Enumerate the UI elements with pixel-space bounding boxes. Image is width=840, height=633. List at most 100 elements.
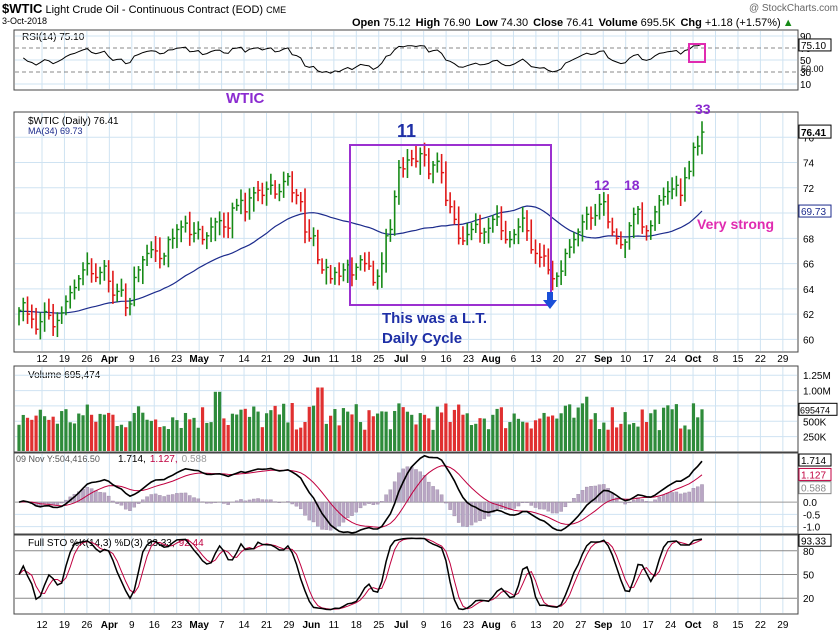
volume-bar-16 — [85, 404, 89, 451]
macd-histogram-bar-153 — [670, 492, 674, 503]
volume-bar-153 — [670, 409, 674, 451]
macd-histogram-bar-27 — [132, 501, 137, 508]
macd-histogram-bar-33 — [158, 495, 162, 503]
volume-bar-89 — [397, 403, 401, 451]
x-label-price-33: 29 — [777, 354, 789, 365]
rsi-line — [22, 43, 703, 74]
price-tick-6: 64 — [803, 285, 815, 296]
macd-histogram-bar-15 — [81, 488, 85, 503]
volume-bar-3 — [30, 419, 34, 451]
chart-header: $WTIC Light Crude Oil - Continuous Contra… — [2, 1, 838, 29]
macd-histogram-bar-121 — [533, 501, 538, 508]
x-label-price-7: May — [189, 354, 209, 365]
rsi-tick-4: 10 — [800, 80, 812, 91]
x-label-price-16: Jul — [394, 354, 409, 365]
x-label-bottom-31: 15 — [732, 620, 744, 631]
volume-bar-81 — [363, 429, 367, 451]
volume-bar-118 — [521, 421, 525, 451]
x-label-bottom-19: 23 — [463, 620, 475, 631]
sto-k-line — [18, 537, 703, 611]
macd-tick-4: -0.5 — [803, 510, 821, 521]
x-label-price-10: 21 — [261, 354, 273, 365]
volume-bar-107 — [474, 423, 478, 451]
volume-bar-91 — [405, 411, 410, 451]
macd-histogram-bar-41 — [192, 497, 196, 503]
macd-histogram-bar-132 — [580, 490, 585, 503]
macd-histogram-bar-149 — [653, 499, 657, 503]
macd-histogram-bar-21 — [106, 495, 111, 503]
macd-histogram-bar-156 — [683, 492, 687, 503]
volume-bar-31 — [149, 420, 153, 451]
volume-bar-46 — [213, 391, 217, 451]
rsi-lower-tag: 50.00 — [801, 64, 824, 74]
panel-frame-macd — [13, 452, 799, 535]
price-tick-5: 66 — [803, 260, 815, 271]
volume-bar-37 — [175, 420, 179, 451]
cycle-box — [349, 144, 552, 306]
volume-bar-28 — [136, 406, 141, 451]
macd-histogram-bar-17 — [89, 488, 94, 503]
macd-tag-1: 1.127 — [801, 470, 826, 481]
x-label-price-26: 10 — [620, 354, 632, 365]
x-label-price-18: 16 — [441, 354, 453, 365]
macd-histogram-bar-146 — [640, 499, 644, 503]
macd-histogram-bar-128 — [563, 501, 568, 508]
macd-histogram-bar-87 — [388, 489, 393, 503]
macd-histogram-bar-63 — [286, 501, 290, 503]
rsi-tick-0: 90 — [800, 32, 812, 43]
macd-histogram-bar-154 — [674, 491, 679, 503]
volume-bar-155 — [679, 428, 683, 451]
x-label-bottom-25: Sep — [594, 620, 612, 631]
macd-histogram-bar-81 — [363, 501, 367, 506]
macd-histogram-bar-25 — [123, 501, 128, 510]
volume-bar-36 — [171, 417, 175, 451]
rsi-tag: 75.10 — [801, 41, 826, 52]
x-label-price-5: 16 — [149, 354, 161, 365]
volume-bar-83 — [371, 416, 375, 451]
x-label-bottom-22: 13 — [530, 620, 542, 631]
x-label-bottom-27: 17 — [643, 620, 655, 631]
volume-bar-27 — [132, 412, 136, 451]
volume-bar-88 — [393, 410, 397, 451]
volume-bar-103 — [457, 404, 461, 451]
macd-histogram-bar-120 — [529, 501, 534, 506]
macd-histogram-bar-66 — [298, 501, 303, 510]
price-tick-4: 68 — [803, 234, 815, 245]
macd-histogram-bar-95 — [422, 474, 427, 503]
x-label-price-32: 22 — [755, 354, 767, 365]
volume-bar-19 — [98, 413, 102, 451]
x-label-price-14: 18 — [351, 354, 363, 365]
macd-panel: 09 Nov Y:504,416.50 1.714, 1.127, 0.588 0.… — [15, 453, 832, 534]
macd-histogram-bar-92 — [409, 466, 414, 503]
volume-bar-109 — [482, 418, 486, 451]
volume-bar-135 — [593, 413, 597, 451]
macd-tag-2: 0.588 — [801, 484, 826, 495]
macd-histogram-bar-130 — [572, 498, 576, 503]
x-label-price-25: Sep — [594, 354, 612, 365]
volume-bar-126 — [555, 418, 559, 451]
volume-bar-154 — [674, 404, 678, 451]
volume-bar-71 — [320, 387, 324, 451]
volume-bar-72 — [324, 423, 328, 451]
volume-bar-26 — [128, 421, 132, 451]
macd-histogram-bar-142 — [623, 501, 627, 505]
macd-histogram-bar-151 — [661, 494, 666, 503]
macd-histogram-bar-104 — [461, 501, 465, 527]
volume-bar-38 — [179, 427, 183, 451]
volume-bar-7 — [47, 419, 51, 451]
macd-histogram-bar-86 — [384, 494, 388, 503]
volume-bar-146 — [640, 409, 644, 451]
macd-histogram-bar-133 — [584, 486, 589, 503]
volume-bar-10 — [60, 411, 64, 451]
volume-bar-45 — [209, 422, 213, 451]
macd-histogram-bar-107 — [474, 501, 478, 523]
volume-bar-152 — [666, 405, 670, 451]
volume-bar-95 — [422, 414, 427, 451]
volume-bar-148 — [649, 413, 653, 451]
x-label-bottom-16: Jul — [394, 620, 409, 631]
volume-bar-34 — [162, 426, 166, 451]
macd-histogram-bar-23 — [115, 501, 119, 504]
volume-bar-115 — [508, 422, 512, 451]
macd-histogram-bar-76 — [341, 501, 346, 523]
x-label-bottom-1: 19 — [59, 620, 71, 631]
